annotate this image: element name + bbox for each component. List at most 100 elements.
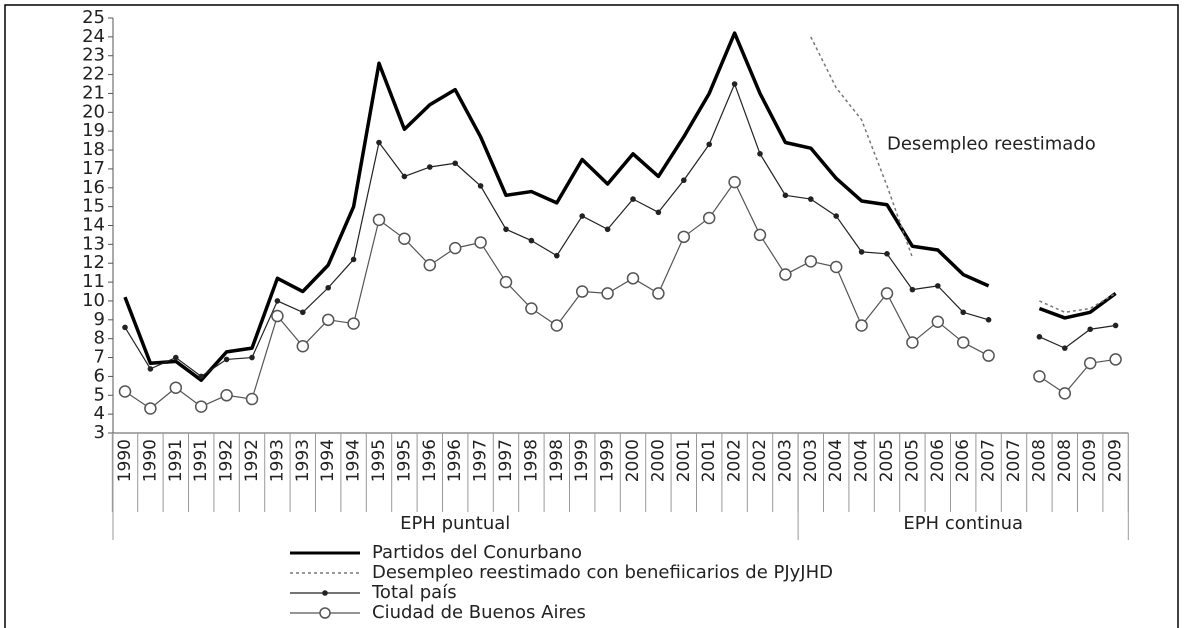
point [1036, 333, 1043, 340]
point [1062, 345, 1068, 351]
y-tick-label: 17 [82, 158, 105, 179]
point [757, 151, 763, 157]
x-tick-label: 2006 [953, 439, 973, 482]
series-line [124, 83, 1116, 378]
x-tick-label: 1995 [394, 439, 414, 482]
point [677, 230, 691, 244]
x-tick-label: 2002 [725, 439, 745, 482]
x-tick-label: 2001 [699, 439, 719, 482]
y-tick-label: 23 [82, 45, 105, 66]
x-tick-label: 1990 [140, 439, 160, 482]
point [931, 315, 945, 328]
x-tick-label: 1990 [115, 439, 135, 482]
point [808, 196, 814, 202]
point [554, 252, 560, 259]
point [122, 324, 128, 331]
x-tick-label: 1996 [420, 439, 440, 482]
point [223, 356, 230, 363]
point [372, 213, 386, 227]
point [829, 260, 843, 274]
y-tick-label: 6 [94, 365, 105, 386]
point [499, 275, 513, 289]
y-tick-label: 15 [82, 196, 105, 217]
point [274, 298, 281, 304]
point [350, 256, 357, 263]
point [198, 373, 204, 380]
x-tick-label: 2000 [623, 439, 643, 482]
x-tick-label: 2004 [852, 439, 872, 482]
x-tick-label: 1997 [471, 439, 491, 482]
point [1109, 353, 1122, 366]
y-tick-label: 9 [94, 309, 105, 330]
point [427, 164, 433, 170]
y-tick-label: 10 [82, 290, 105, 311]
point [858, 249, 865, 255]
x-tick-label: 2009 [1106, 439, 1126, 482]
point [321, 313, 335, 327]
point [601, 287, 614, 300]
x-tick-label: 2003 [775, 439, 795, 482]
point [474, 236, 487, 249]
point [147, 366, 154, 372]
point [884, 250, 890, 257]
point [220, 389, 233, 402]
x-tick-label: 2004 [826, 439, 846, 482]
point [1087, 326, 1093, 333]
x-tick-label: 2005 [877, 439, 897, 482]
point [448, 241, 462, 255]
point [779, 268, 792, 281]
point [325, 284, 332, 291]
x-tick-label: 1996 [445, 439, 465, 482]
point [452, 160, 459, 167]
x-tick-label: 1998 [521, 439, 541, 482]
point [376, 139, 382, 146]
point [300, 309, 306, 316]
point [960, 309, 966, 316]
point [579, 213, 585, 219]
point [249, 354, 255, 361]
x-tick-label: 2009 [1080, 439, 1100, 482]
x-tick-label: 1997 [496, 439, 516, 482]
point [702, 211, 716, 225]
point [880, 287, 894, 300]
point [909, 286, 916, 293]
annotation: Desempleo reestimado [887, 133, 1096, 154]
group-label: EPH continua [903, 513, 1023, 534]
point [271, 309, 284, 323]
point [423, 258, 437, 272]
y-tick-label: 7 [94, 347, 105, 368]
point [347, 317, 360, 330]
point [398, 232, 411, 245]
point [401, 173, 408, 180]
x-tick-label: 2002 [750, 439, 770, 482]
point [855, 319, 868, 332]
legend-label: Total país [371, 582, 457, 603]
y-tick-label: 5 [94, 384, 105, 405]
y-tick-label: 25 [82, 7, 105, 28]
point [833, 213, 839, 219]
point [296, 339, 310, 353]
point [982, 349, 995, 362]
point [194, 400, 208, 413]
y-tick-label: 3 [94, 422, 105, 443]
y-tick-label: 16 [82, 177, 105, 198]
x-tick-label: 2006 [928, 439, 948, 482]
point [652, 287, 665, 300]
y-tick-label: 18 [82, 139, 105, 160]
series-line [810, 36, 1116, 314]
point [575, 285, 589, 298]
point [804, 255, 818, 268]
legend-label: Ciudad de Buenos Aires [372, 602, 586, 623]
series-line [124, 181, 1116, 410]
point [173, 354, 179, 361]
x-tick-label: 2000 [648, 439, 668, 482]
x-tick-label: 2007 [1004, 439, 1024, 482]
y-tick-label: 13 [82, 233, 105, 254]
y-tick-label: 22 [82, 64, 105, 85]
y-tick-label: 21 [82, 82, 105, 103]
x-tick-label: 1992 [242, 439, 262, 482]
point [1033, 370, 1046, 383]
point [630, 196, 636, 202]
point [906, 336, 919, 349]
point [626, 272, 640, 285]
